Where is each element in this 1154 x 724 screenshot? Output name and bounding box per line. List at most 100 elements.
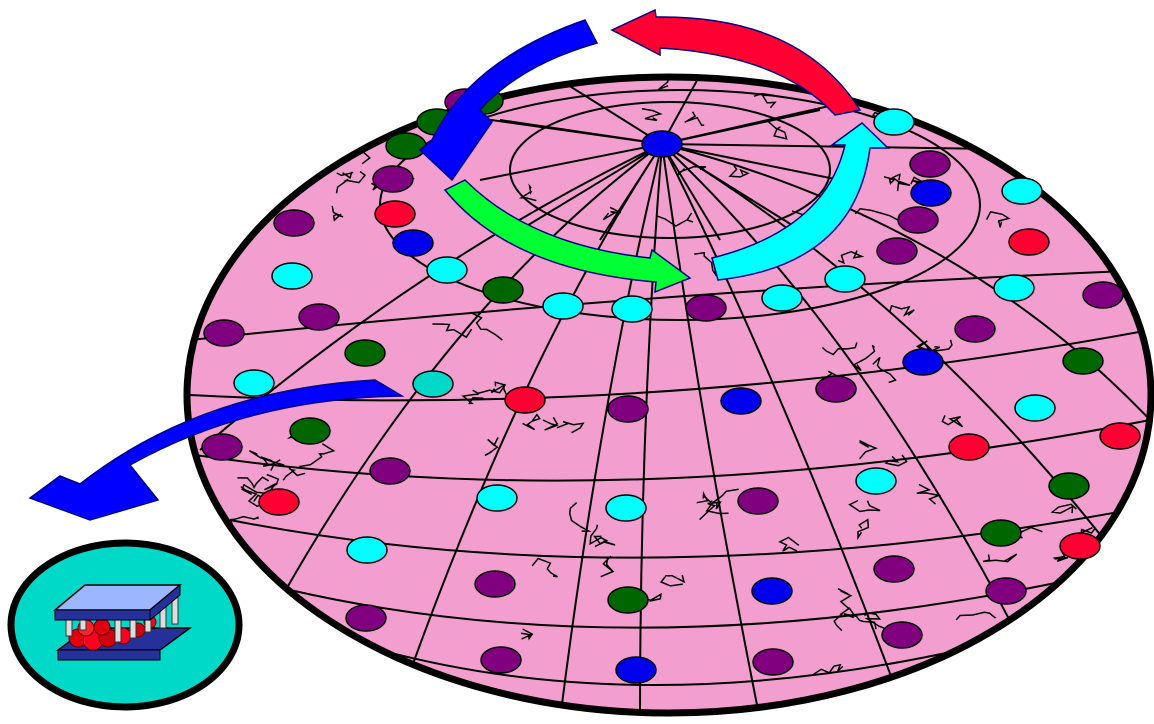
purple-node bbox=[345, 604, 387, 632]
purple-node bbox=[909, 150, 951, 178]
purple-node bbox=[474, 570, 516, 598]
coastline-stroke bbox=[299, 443, 336, 468]
coastline-stroke bbox=[461, 393, 484, 405]
green-node bbox=[607, 586, 649, 614]
blue-top-arrow bbox=[418, 19, 599, 182]
coastline-stroke bbox=[237, 476, 270, 489]
blue-node bbox=[751, 577, 793, 605]
cyan-node bbox=[605, 494, 647, 522]
purple-node bbox=[954, 315, 996, 343]
coastline-stroke bbox=[753, 92, 777, 109]
teal-node bbox=[412, 370, 454, 398]
coastline-stroke bbox=[848, 499, 881, 513]
purple-node bbox=[298, 303, 340, 331]
blue-down-left-arrow bbox=[28, 379, 405, 521]
cyan-node bbox=[611, 295, 653, 323]
purple-node bbox=[737, 487, 779, 515]
green-node bbox=[1062, 347, 1104, 375]
blue-node bbox=[720, 387, 762, 415]
red-node bbox=[504, 386, 546, 414]
green-node bbox=[344, 339, 386, 367]
coastline-stroke bbox=[699, 501, 722, 521]
coastline-stroke bbox=[955, 611, 997, 621]
coastline-stroke bbox=[336, 171, 354, 180]
coastline-stroke bbox=[889, 304, 915, 317]
coastline-stroke bbox=[852, 344, 876, 372]
rotation-arrows bbox=[28, 8, 890, 521]
coastline-stroke bbox=[982, 553, 1018, 563]
purple-node bbox=[881, 621, 923, 649]
green-ring-arrow bbox=[443, 179, 692, 294]
coastline-stroke bbox=[872, 356, 897, 384]
coastline-stroke bbox=[518, 183, 537, 202]
cyan-node bbox=[855, 467, 897, 495]
coastline-stroke bbox=[728, 165, 750, 178]
cyan-node bbox=[542, 292, 584, 320]
coastline-stroke bbox=[335, 170, 367, 194]
coastline-stroke bbox=[837, 588, 853, 610]
coastline-stroke bbox=[531, 557, 558, 578]
cyan-node bbox=[993, 274, 1035, 302]
blue-node bbox=[615, 656, 657, 684]
coastline-stroke bbox=[684, 111, 705, 127]
purple-node bbox=[685, 294, 727, 322]
red-node bbox=[258, 488, 300, 516]
chip-icon bbox=[52, 583, 193, 661]
coastline-stroke bbox=[916, 483, 942, 505]
coastline-stroke bbox=[863, 612, 893, 632]
purple-node bbox=[369, 457, 411, 485]
coastline-stroke bbox=[469, 311, 503, 341]
coastline-stroke bbox=[859, 439, 879, 460]
red-node bbox=[1059, 532, 1101, 560]
purple-node bbox=[273, 209, 315, 237]
purple-node bbox=[752, 648, 794, 676]
coastline-stroke bbox=[857, 518, 870, 541]
coastline-stroke bbox=[641, 107, 663, 122]
coastline-stroke bbox=[705, 488, 739, 515]
green-node bbox=[980, 519, 1022, 547]
purple-node bbox=[203, 319, 245, 347]
coastline-stroke bbox=[335, 124, 355, 144]
green-node bbox=[385, 132, 427, 160]
red-node bbox=[374, 200, 416, 228]
purple-node bbox=[480, 646, 522, 674]
coastline-stroke bbox=[331, 205, 344, 222]
coastline-stroke bbox=[656, 212, 694, 227]
coastline-stroke bbox=[568, 502, 592, 532]
coastline-stroke bbox=[1050, 503, 1077, 514]
coastline-stroke bbox=[884, 454, 908, 467]
cyan-node bbox=[1001, 177, 1043, 205]
blue-node bbox=[910, 179, 952, 207]
coastline-stroke bbox=[589, 524, 609, 548]
red-node bbox=[1008, 228, 1050, 256]
purple-node bbox=[815, 375, 857, 403]
coastline-stroke bbox=[432, 323, 473, 339]
red-node bbox=[948, 433, 990, 461]
coastline-stroke bbox=[522, 413, 542, 431]
cyan-node bbox=[426, 256, 468, 284]
green-node bbox=[1048, 472, 1090, 500]
coastline-stroke bbox=[484, 437, 499, 457]
cyan-node bbox=[761, 284, 803, 312]
chip-spheres bbox=[68, 615, 157, 651]
purple-node bbox=[1082, 281, 1124, 309]
coastline-stroke bbox=[1052, 551, 1069, 563]
red-node bbox=[1099, 422, 1141, 450]
cyan-node bbox=[346, 536, 388, 564]
red-top-arrow bbox=[610, 8, 862, 116]
coastline-stroke bbox=[243, 488, 273, 508]
cyan-node bbox=[476, 484, 518, 512]
purple-node bbox=[897, 206, 939, 234]
coastline-stroke bbox=[928, 339, 953, 353]
badge-circle bbox=[7, 539, 243, 711]
cyan-node bbox=[824, 265, 866, 293]
purple-node bbox=[372, 165, 414, 193]
coastline-stroke bbox=[260, 455, 276, 471]
green-node bbox=[289, 417, 331, 445]
cyan-node bbox=[1014, 394, 1056, 422]
coastline-stroke bbox=[766, 119, 788, 140]
coastline-stroke bbox=[542, 417, 559, 431]
coastline-stroke bbox=[472, 381, 507, 395]
coastline-stroke bbox=[883, 173, 901, 185]
